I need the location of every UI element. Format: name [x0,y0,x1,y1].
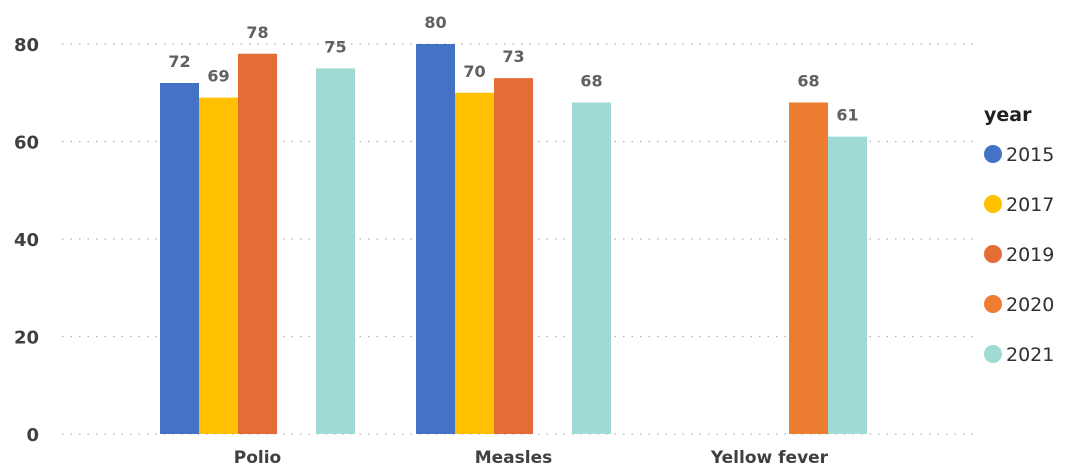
y-tick-label: 20 [14,328,39,349]
data-label: 68 [797,72,819,91]
legend-label: 2021 [1006,344,1054,366]
data-label: 75 [324,37,346,56]
y-tick-label: 40 [14,230,39,251]
legend-marker-2021 [984,345,1002,363]
legend: year 2015 2017 2019 2020 2021 [984,104,1054,366]
legend-label: 2015 [1006,144,1054,166]
y-tick-label: 80 [14,35,39,56]
data-label: 73 [502,47,524,66]
bars [160,44,867,434]
y-tick-label: 60 [14,133,39,154]
data-label: 80 [424,13,446,32]
data-label: 68 [580,72,602,91]
bar-measles-2019 [494,78,533,434]
legend-marker-2017 [984,195,1002,213]
legend-marker-2020 [984,295,1002,313]
legend-marker-2015 [984,145,1002,163]
legend-label: 2019 [1006,244,1054,266]
bar-polio-2021 [316,68,355,434]
legend-label: 2017 [1006,194,1054,216]
bar-polio-2015 [160,83,199,434]
bar-measles-2015 [416,44,455,434]
bar-measles-2017 [455,92,494,434]
x-tick-label: Yellow fever [710,448,829,468]
data-label: 61 [836,106,858,125]
bar-yellow-fever-2021 [828,136,867,434]
bar-yellow-fever-2020 [789,102,828,434]
data-label: 69 [207,67,229,86]
bar-measles-2021 [572,102,611,434]
data-label: 70 [463,62,485,81]
y-tick-label: 0 [26,425,39,446]
bar-polio-2019 [238,53,277,434]
bar-polio-2017 [199,97,238,434]
data-labels: 72 69 78 75 80 70 73 68 68 61 [168,13,858,125]
data-label: 78 [246,23,268,42]
legend-label: 2020 [1006,294,1054,316]
x-tick-label: Polio [234,448,281,468]
data-label: 72 [168,52,190,71]
x-axis: Polio Measles Yellow fever [234,448,829,468]
legend-title: year [984,104,1032,126]
legend-marker-2019 [984,245,1002,263]
x-tick-label: Measles [475,448,553,468]
y-axis: 0 20 40 60 80 [14,35,39,446]
